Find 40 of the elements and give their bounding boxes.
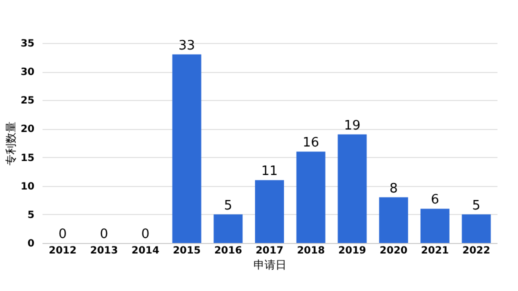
bar	[420, 208, 450, 243]
data-label: 0	[100, 227, 108, 242]
y-tick-label: 30	[20, 67, 35, 78]
bar	[296, 152, 326, 243]
x-tick-label: 2017	[256, 246, 284, 256]
data-label: 6	[430, 192, 440, 208]
x-tick-label: 2019	[338, 246, 366, 256]
y-axis-title: 专利数量	[4, 122, 18, 166]
y-tick-label: 0	[28, 238, 35, 250]
y-tick-label: 35	[20, 38, 35, 50]
y-tick-label: 10	[20, 181, 35, 192]
x-tick-label: 2013	[90, 246, 118, 256]
y-tick-label: 20	[20, 124, 35, 136]
x-tick-label: 2014	[131, 246, 160, 256]
y-tick-label: 15	[20, 152, 35, 164]
bar	[338, 134, 367, 243]
data-label: 5	[472, 198, 480, 214]
data-label: 0	[141, 227, 150, 242]
data-label: 5	[224, 198, 232, 214]
y-tick-label: 5	[28, 210, 35, 221]
data-label: 16	[302, 136, 320, 151]
x-tick-label: 2018	[296, 246, 325, 256]
data-label: 33	[178, 38, 196, 54]
x-tick-label: 2012	[48, 246, 77, 256]
y-tick-label: 25	[20, 96, 35, 107]
x-tick-label: 2021	[421, 246, 449, 256]
bar	[379, 197, 408, 243]
data-label: 19	[344, 118, 360, 134]
data-label: 11	[261, 164, 278, 180]
x-tick-label: 2020	[380, 246, 408, 256]
x-tick-label: 2016	[214, 246, 242, 256]
bar	[462, 214, 491, 243]
x-tick-label: 2015	[172, 246, 201, 256]
bar	[214, 214, 243, 243]
bar	[172, 54, 202, 243]
x-tick-label: 2022	[462, 246, 490, 256]
bar	[255, 180, 284, 243]
data-label: 8	[389, 181, 398, 196]
x-axis-title: 申请日	[254, 258, 286, 272]
data-label: 0	[58, 227, 67, 242]
